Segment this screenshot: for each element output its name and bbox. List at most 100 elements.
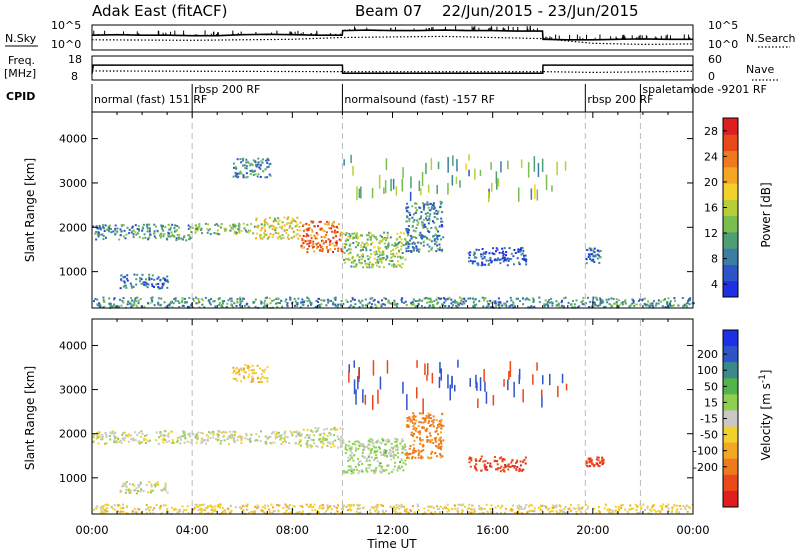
power-cell bbox=[296, 229, 299, 232]
power-cell bbox=[319, 249, 321, 252]
power-cell bbox=[148, 230, 151, 233]
power-cell bbox=[105, 236, 107, 239]
velocity-cell bbox=[380, 462, 383, 464]
velocity-cell bbox=[356, 507, 359, 510]
velocity-ytick-label: 3000 bbox=[59, 384, 87, 397]
power-cell bbox=[371, 234, 373, 237]
power-cell bbox=[335, 235, 337, 238]
power-cell bbox=[245, 167, 248, 170]
power-ytick-label: 1000 bbox=[59, 266, 87, 279]
freq-tick-top: 18 bbox=[68, 53, 82, 66]
power-cell bbox=[392, 248, 395, 251]
power-cell bbox=[263, 236, 265, 239]
velocity-cell bbox=[145, 484, 148, 487]
velocity-cell bbox=[418, 430, 421, 433]
velocity-cell bbox=[110, 505, 113, 508]
power-cell bbox=[133, 301, 136, 303]
power-cell bbox=[651, 302, 654, 305]
velocity-cell bbox=[380, 504, 383, 507]
power-cell bbox=[203, 306, 206, 309]
velocity-cell bbox=[213, 508, 216, 511]
velocity-cell bbox=[299, 444, 302, 447]
velocity-cell bbox=[249, 437, 252, 440]
power-cell bbox=[616, 304, 618, 307]
power-cell bbox=[348, 258, 351, 261]
power-cell bbox=[385, 258, 388, 261]
velocity-cell bbox=[113, 441, 116, 443]
power-cell bbox=[235, 305, 238, 307]
power-cell bbox=[238, 226, 241, 229]
power-cell bbox=[237, 222, 240, 225]
power-cell bbox=[408, 229, 410, 232]
power-cell bbox=[506, 264, 509, 267]
power-cell bbox=[353, 259, 356, 262]
power-cell bbox=[123, 275, 126, 278]
power-cell bbox=[585, 262, 588, 265]
velocity-cell bbox=[139, 483, 142, 486]
velocity-cell bbox=[483, 369, 485, 382]
power-cell bbox=[292, 235, 295, 238]
power-cell bbox=[488, 252, 491, 255]
power-cell bbox=[610, 297, 613, 300]
power-cell bbox=[161, 228, 164, 231]
velocity-cell bbox=[123, 432, 126, 434]
power-cell bbox=[459, 302, 462, 305]
power-cell bbox=[490, 261, 493, 264]
power-cell bbox=[353, 265, 356, 268]
power-cell bbox=[430, 240, 433, 243]
velocity-cell bbox=[369, 440, 372, 443]
power-cell bbox=[136, 232, 139, 235]
velocity-cell bbox=[470, 459, 473, 462]
velocity-cell bbox=[419, 438, 422, 441]
power-cell bbox=[469, 259, 472, 262]
power-cell bbox=[295, 234, 298, 237]
velocity-cell bbox=[522, 468, 525, 471]
velocity-cell bbox=[181, 505, 184, 508]
power-cell bbox=[258, 163, 261, 166]
velocity-cell bbox=[122, 506, 125, 509]
velocity-cell bbox=[353, 360, 355, 368]
power-cell bbox=[487, 259, 490, 262]
power-cell bbox=[220, 223, 223, 226]
power-cell bbox=[365, 249, 368, 252]
power-colorbar-segment bbox=[723, 150, 738, 168]
power-cell bbox=[382, 266, 385, 269]
velocity-cell bbox=[435, 455, 438, 458]
power-cell bbox=[516, 298, 519, 300]
velocity-cell bbox=[373, 446, 376, 449]
velocity-cell bbox=[361, 463, 364, 465]
velocity-cell bbox=[363, 446, 365, 449]
power-cell bbox=[287, 234, 290, 237]
power-cell bbox=[368, 266, 371, 269]
power-cell bbox=[321, 239, 323, 242]
velocity-cell bbox=[194, 434, 197, 437]
velocity-cell bbox=[536, 362, 538, 371]
power-cell bbox=[384, 180, 387, 194]
power-cell bbox=[162, 277, 165, 280]
velocity-cell bbox=[382, 453, 385, 456]
power-cell bbox=[632, 301, 635, 304]
power-cell bbox=[411, 225, 414, 228]
velocity-cell bbox=[179, 510, 182, 513]
power-cell bbox=[190, 237, 193, 239]
velocity-cell bbox=[176, 511, 179, 514]
velocity-cell bbox=[461, 511, 464, 514]
power-cell bbox=[521, 252, 524, 255]
velocity-cell bbox=[296, 432, 299, 435]
power-cell bbox=[218, 225, 221, 227]
power-cell bbox=[131, 299, 134, 302]
power-cell bbox=[321, 248, 324, 251]
velocity-colorbar-segment bbox=[723, 410, 738, 428]
power-cells-group bbox=[92, 113, 695, 309]
power-cell bbox=[271, 299, 274, 302]
power-cell bbox=[264, 218, 267, 221]
velocity-cell bbox=[357, 447, 360, 450]
velocity-cell bbox=[517, 507, 520, 509]
power-cell bbox=[117, 305, 120, 308]
n-search-line bbox=[91, 35, 694, 46]
power-cell bbox=[522, 303, 525, 306]
power-cell bbox=[605, 298, 608, 301]
velocity-cell bbox=[552, 510, 555, 513]
velocity-cell bbox=[231, 436, 234, 439]
power-cell bbox=[372, 234, 375, 237]
